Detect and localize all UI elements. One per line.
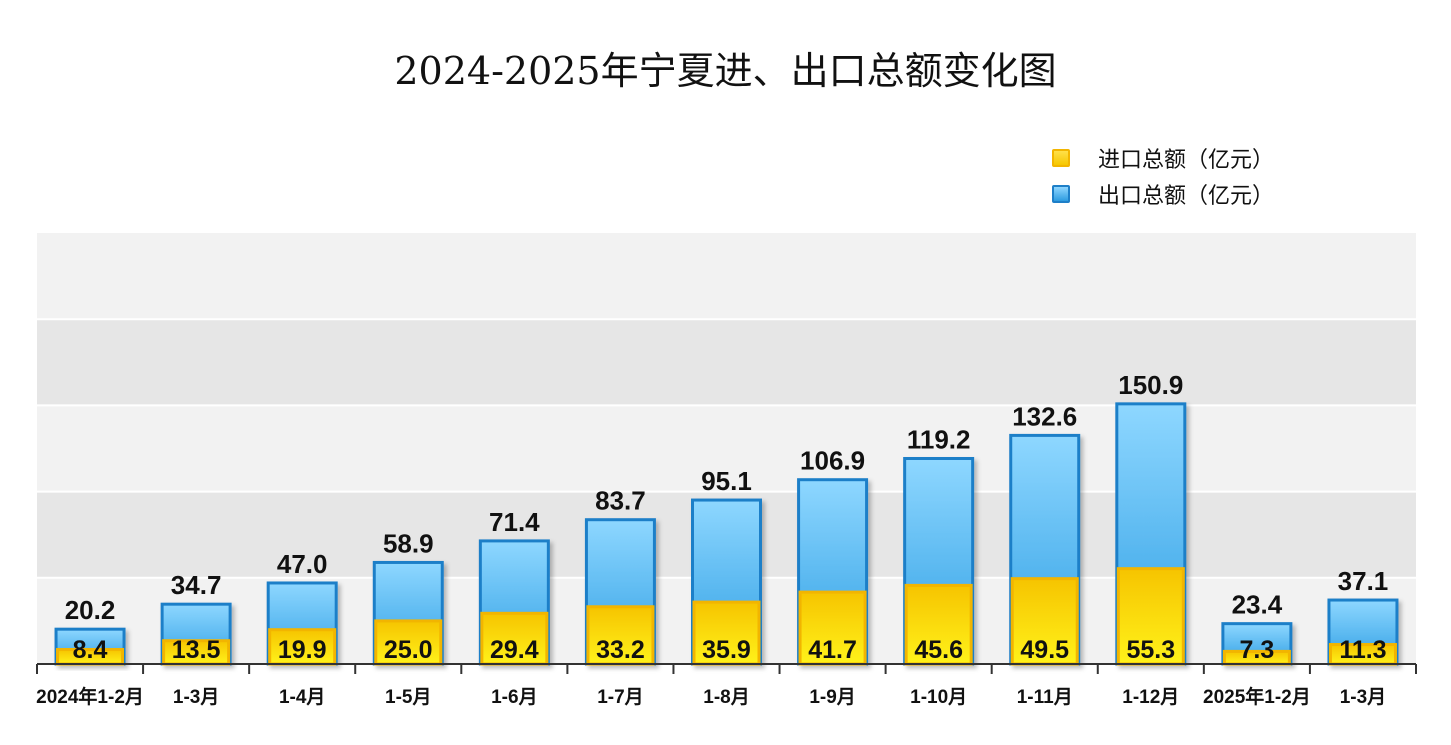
category-label: 1-7月 bbox=[597, 687, 643, 708]
import-value-label: 25.0 bbox=[384, 636, 433, 664]
grid-band bbox=[37, 233, 1416, 320]
grid-band bbox=[37, 319, 1416, 406]
import-bar bbox=[1116, 567, 1185, 666]
legend-swatch-import bbox=[1052, 149, 1070, 167]
export-value-label: 83.7 bbox=[595, 486, 646, 516]
import-value-label: 19.9 bbox=[278, 636, 327, 664]
export-value-label: 20.2 bbox=[65, 595, 116, 625]
import-bar bbox=[480, 611, 549, 666]
legend-item-export: 出口总额（亿元） bbox=[1052, 176, 1274, 212]
legend: 进口总额（亿元） 出口总额（亿元） bbox=[1052, 140, 1274, 212]
import-value-label: 35.9 bbox=[702, 636, 751, 664]
export-value-label: 132.6 bbox=[1012, 401, 1077, 431]
import-value-label: 45.6 bbox=[914, 636, 963, 664]
category-label: 1-6月 bbox=[491, 687, 537, 708]
import-bar bbox=[798, 590, 867, 666]
import-bar bbox=[692, 600, 761, 666]
export-value-label: 71.4 bbox=[489, 507, 540, 537]
category-label: 2024年1-2月 bbox=[36, 685, 144, 708]
import-value-label: 33.2 bbox=[596, 636, 645, 664]
import-value-label: 41.7 bbox=[808, 636, 857, 664]
category-label: 1-8月 bbox=[703, 687, 749, 708]
export-value-label: 119.2 bbox=[907, 424, 971, 454]
category-label: 1-10月 bbox=[910, 687, 967, 708]
export-value-label: 58.9 bbox=[383, 528, 434, 558]
export-value-label: 37.1 bbox=[1338, 566, 1389, 596]
export-value-label: 106.9 bbox=[800, 446, 865, 476]
category-label: 1-9月 bbox=[809, 687, 855, 708]
export-value-label: 95.1 bbox=[701, 466, 752, 496]
legend-item-import: 进口总额（亿元） bbox=[1052, 140, 1274, 176]
category-label: 2025年1-2月 bbox=[1203, 685, 1311, 708]
import-value-label: 49.5 bbox=[1020, 636, 1069, 664]
chart-title: 2024-2025年宁夏进、出口总额变化图 bbox=[394, 49, 1057, 93]
import-value-label: 8.4 bbox=[73, 636, 108, 664]
import-value-label: 13.5 bbox=[172, 636, 221, 664]
category-label: 1-5月 bbox=[385, 687, 431, 708]
category-label: 1-12月 bbox=[1122, 687, 1179, 708]
category-label: 1-11月 bbox=[1017, 687, 1073, 708]
export-value-label: 23.4 bbox=[1232, 590, 1283, 620]
legend-swatch-export bbox=[1052, 185, 1070, 203]
import-value-label: 29.4 bbox=[490, 636, 539, 664]
import-bar bbox=[268, 628, 337, 666]
legend-label-import: 进口总额（亿元） bbox=[1098, 148, 1275, 173]
import-value-label: 55.3 bbox=[1126, 636, 1175, 664]
import-value-label: 7.3 bbox=[1240, 636, 1275, 664]
category-label: 1-3月 bbox=[1340, 687, 1386, 708]
category-label: 1-3月 bbox=[173, 687, 219, 708]
legend-label-export: 出口总额（亿元） bbox=[1098, 184, 1275, 209]
export-value-label: 47.0 bbox=[277, 549, 328, 579]
category-label: 1-4月 bbox=[279, 687, 325, 708]
import-value-label: 11.3 bbox=[1339, 636, 1386, 664]
export-value-label: 34.7 bbox=[171, 570, 222, 600]
export-value-label: 150.9 bbox=[1118, 370, 1183, 400]
